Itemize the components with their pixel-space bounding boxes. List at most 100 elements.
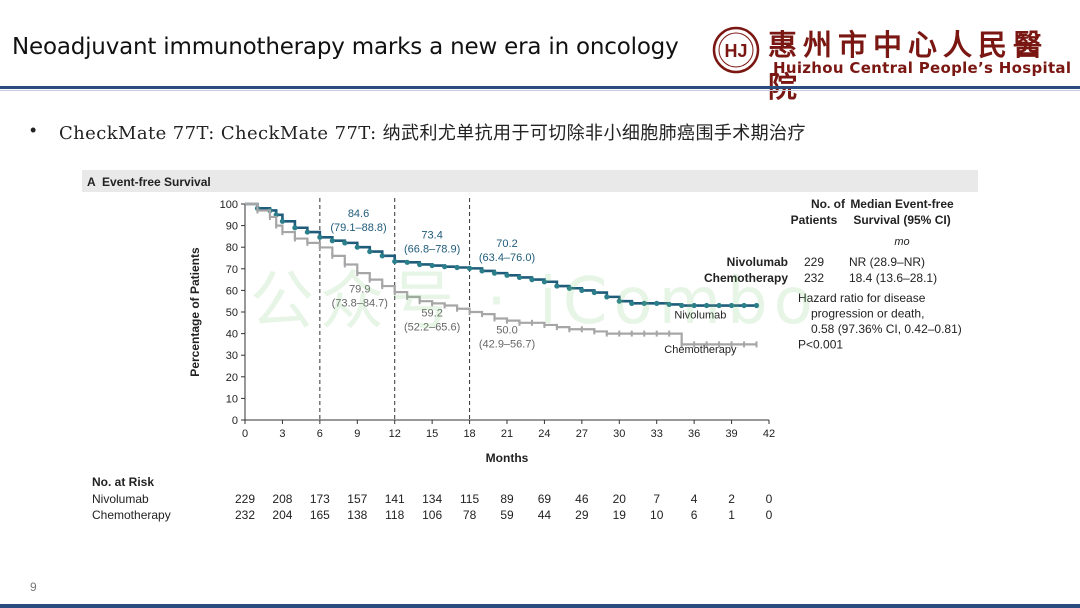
censor-point [654, 300, 660, 306]
annotation-ci: (42.9–56.7) [479, 339, 535, 351]
at-risk-value: 157 [347, 492, 367, 506]
censor-point [454, 264, 460, 271]
censor-point [704, 302, 710, 309]
censor-point [268, 213, 271, 220]
y-tick-label: 70 [226, 264, 238, 276]
chart-title-band [82, 170, 978, 192]
censor-point [256, 207, 259, 214]
censor-point [417, 261, 423, 268]
at-risk-value: 7 [653, 492, 660, 506]
censor-point [554, 283, 560, 289]
at-risk-value: 89 [500, 492, 514, 506]
x-tick-label: 3 [279, 428, 285, 440]
legend-col1-header: Patients [791, 213, 838, 227]
at-risk-value: 69 [538, 492, 552, 506]
censor-point [753, 302, 760, 309]
annotation-value: 73.4 [421, 230, 442, 242]
at-risk-value: 78 [463, 508, 477, 522]
x-axis-label: Months [486, 451, 529, 465]
legend-row-n: 229 [804, 255, 824, 269]
x-tick-label: 42 [763, 428, 775, 440]
annotation-value: 79.9 [349, 284, 370, 296]
at-risk-value: 141 [385, 492, 405, 506]
censor-point [541, 279, 548, 285]
logo-letters: HJ [724, 41, 747, 61]
x-tick-label: 33 [651, 428, 663, 440]
legend-row-name: Chemotherapy [704, 271, 788, 285]
legend-row-median: 18.4 (13.6–28.1) [849, 271, 937, 285]
censor-point [580, 326, 583, 333]
censor-point [693, 341, 696, 348]
y-tick-label: 0 [232, 415, 238, 427]
km-chart: A Event-free Survival01020304050607080901… [82, 170, 978, 522]
chart-panel-label: A [87, 175, 96, 189]
censor-point [691, 302, 697, 309]
at-risk-value: 4 [691, 492, 698, 506]
y-tick-label: 100 [220, 199, 238, 211]
censor-point [429, 262, 435, 269]
censor-point [566, 285, 572, 291]
censor-point [443, 302, 446, 309]
censor-point [381, 283, 384, 290]
hazard-ratio-text: P<0.001 [798, 338, 843, 352]
legend-col2-header: Survival (95% CI) [853, 213, 950, 227]
bullet-text: CheckMate 77T: CheckMate 77T: 纳武利尤单抗用于可切… [59, 123, 806, 144]
censor-point [618, 330, 621, 337]
hospital-name-cn: 惠州市中心人民醫院 [768, 28, 1049, 104]
censor-point [718, 341, 721, 348]
x-tick-label: 21 [501, 428, 513, 440]
hospital-name-en: Huizhou Central People’s Hospital [773, 59, 1072, 77]
annotation-ci: (79.1–88.8) [330, 222, 386, 234]
at-risk-value: 2 [728, 492, 735, 506]
censor-point [555, 324, 558, 331]
annotation-ci: (73.8–84.7) [332, 298, 388, 310]
slide-title: Neoadjuvant immunotherapy marks a new er… [12, 34, 679, 60]
censor-point [306, 239, 309, 246]
censor-point [281, 229, 284, 236]
censor-point [293, 235, 296, 242]
y-tick-label: 10 [226, 393, 238, 405]
at-risk-value: 29 [575, 508, 589, 522]
hazard-ratio-text: Hazard ratio for disease [798, 291, 926, 305]
legend-row-median: NR (28.9–NR) [849, 255, 925, 269]
censor-point [629, 300, 635, 306]
censor-point [668, 330, 671, 337]
series-label-chemotherapy: Chemotherapy [664, 344, 737, 356]
censor-point [743, 341, 746, 348]
censor-point [456, 305, 459, 312]
x-tick-label: 6 [317, 428, 323, 440]
chart-title: Event-free Survival [102, 175, 211, 189]
censor-point [404, 259, 410, 265]
at-risk-value: 20 [613, 492, 627, 506]
censor-point [593, 328, 596, 335]
at-risk-value: 46 [575, 492, 589, 506]
legend-row-name: Nivolumab [727, 255, 788, 269]
censor-point [317, 234, 323, 240]
x-tick-label: 15 [426, 428, 438, 440]
at-risk-value: 165 [310, 508, 330, 522]
page-number: 9 [30, 580, 37, 594]
at-risk-value: 229 [235, 492, 255, 506]
censor-point [329, 238, 335, 244]
censor-point [630, 330, 633, 337]
x-tick-label: 27 [576, 428, 588, 440]
censor-point [279, 218, 286, 224]
censor-point [655, 330, 658, 337]
censor-point [518, 319, 521, 326]
at-risk-value: 134 [422, 492, 442, 506]
censor-point [504, 272, 510, 278]
censor-point [304, 229, 310, 235]
censor-point [331, 252, 334, 259]
annotation-value: 50.0 [496, 325, 517, 337]
x-tick-label: 18 [463, 428, 475, 440]
at-risk-row-name: Chemotherapy [92, 508, 171, 522]
at-risk-value: 118 [385, 508, 404, 522]
y-tick-label: 20 [226, 372, 238, 384]
annotation-ci: (66.8–78.9) [404, 244, 460, 256]
km-chart-panel: A Event-free Survival 0 10 20 30 40 50 60 70 80 90 1… [82, 170, 978, 532]
at-risk-value: 19 [613, 508, 627, 522]
censor-point [442, 264, 448, 270]
hospital-logo-icon: HJ [712, 26, 760, 74]
censor-point [506, 317, 508, 324]
censor-point [643, 330, 646, 337]
